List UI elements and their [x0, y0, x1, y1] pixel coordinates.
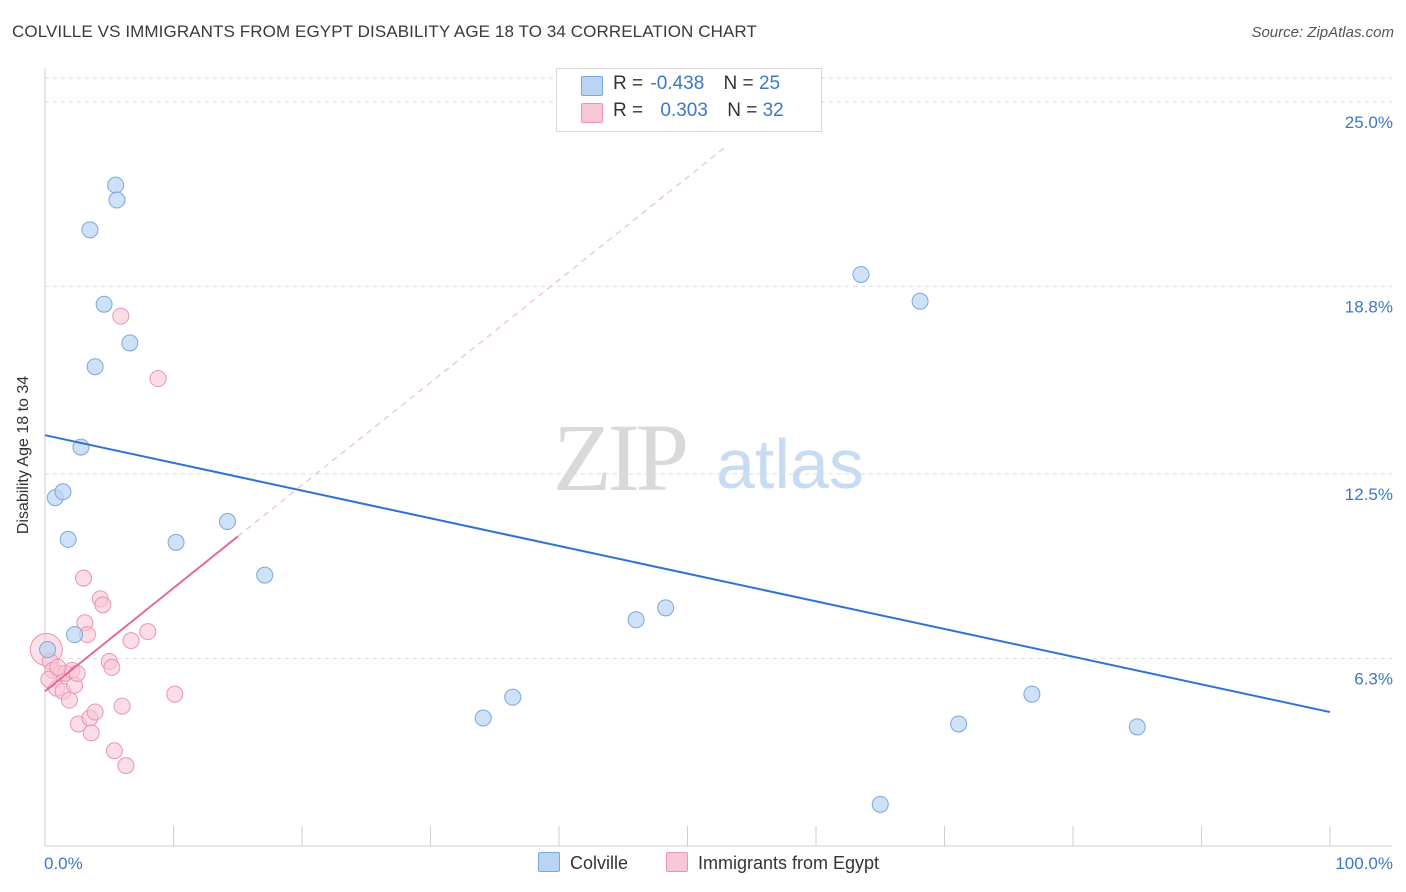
- y-axis-label: Disability Age 18 to 34: [15, 375, 33, 535]
- y-tick-label: 6.3%: [1354, 669, 1393, 688]
- colville-point: [54, 483, 72, 501]
- colville-point: [59, 530, 77, 548]
- colville-point: [657, 599, 675, 617]
- y-tick-label: 12.5%: [1345, 485, 1393, 504]
- egypt-point: [103, 658, 121, 676]
- colville-point: [256, 566, 274, 584]
- colville-point: [504, 688, 522, 706]
- egypt-trend-extended: [237, 146, 727, 537]
- egypt-point: [149, 370, 167, 388]
- colville-legend-label: Colville: [570, 853, 629, 873]
- egypt-point: [122, 632, 140, 650]
- colville-point: [95, 295, 113, 313]
- chart-title: COLVILLE VS IMMIGRANTS FROM EGYPT DISABI…: [12, 22, 757, 41]
- colville-point: [81, 221, 99, 239]
- colville-trend-line: [44, 434, 1331, 714]
- egypt-point: [112, 307, 130, 325]
- legend-n-value: 32: [762, 100, 784, 121]
- legend-n-value: 25: [758, 73, 781, 94]
- colville-point: [39, 641, 57, 659]
- colville-point: [108, 191, 126, 209]
- colville-legend-swatch: [538, 852, 560, 872]
- colville-point: [218, 513, 236, 531]
- watermark-atlas: atlas: [716, 425, 864, 503]
- colville-point: [121, 334, 139, 352]
- x-tick-label: 0.0%: [44, 854, 83, 873]
- legend-r-label: R =: [613, 73, 644, 94]
- y-axis-label-wrap: Disability Age 18 to 34: [0, 300, 50, 610]
- colville-point: [1023, 685, 1041, 703]
- egypt-legend-label: Immigrants from Egypt: [698, 853, 880, 873]
- source-label: Source: ZipAtlas.com: [1251, 24, 1394, 41]
- egypt-point: [75, 569, 93, 587]
- egypt-point: [166, 685, 184, 703]
- egypt-point: [117, 757, 135, 775]
- watermark-zip: ZIP: [553, 404, 686, 511]
- colville-point: [167, 533, 185, 551]
- bottom-legend-colville: Colville: [538, 852, 628, 874]
- egypt-point: [82, 724, 100, 742]
- colville-point: [950, 715, 968, 733]
- x-tick-label: 100.0%: [1335, 854, 1393, 873]
- egypt-point: [86, 703, 104, 721]
- colville-point: [852, 265, 870, 283]
- y-tick-label: 18.8%: [1345, 297, 1393, 316]
- egypt-point: [60, 691, 78, 709]
- egypt-point: [105, 742, 123, 760]
- egypt-trend-line: [44, 535, 239, 692]
- colville-point: [627, 611, 645, 629]
- legend-r-value: 0.303: [660, 100, 708, 121]
- legend-r-value: -0.438: [650, 73, 705, 94]
- egypt-point: [49, 658, 67, 676]
- colville-point: [86, 358, 104, 376]
- egypt-point: [139, 623, 157, 641]
- y-tick-label: 25.0%: [1345, 113, 1393, 132]
- correlation-legend: R = -0.438 N = 25 R = 0.303 N = 32: [556, 68, 822, 132]
- colville-point: [66, 626, 84, 644]
- bottom-legend-egypt: Immigrants from Egypt: [666, 852, 879, 874]
- colville-point: [871, 795, 889, 813]
- legend-n-label: N =: [723, 73, 754, 94]
- egypt-point: [113, 697, 131, 715]
- colville-swatch: [581, 76, 603, 96]
- colville-point: [1128, 718, 1146, 736]
- egypt-point: [68, 664, 86, 682]
- colville-point: [107, 176, 125, 194]
- egypt-swatch: [581, 103, 603, 123]
- egypt-legend-swatch: [666, 852, 688, 872]
- egypt-point: [94, 596, 112, 614]
- legend-n-label: N =: [727, 100, 758, 121]
- colville-point: [911, 292, 929, 310]
- legend-r-label: R =: [613, 100, 644, 121]
- colville-point: [474, 709, 492, 727]
